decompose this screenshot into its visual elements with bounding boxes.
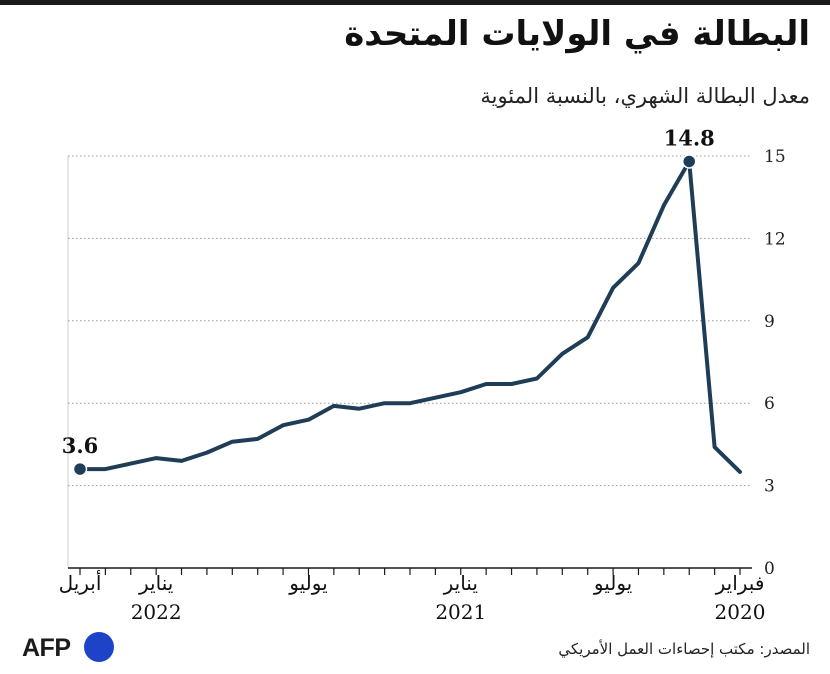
y-tick-label: 15 <box>764 147 786 167</box>
x-tick-label: فبراير <box>715 571 765 595</box>
chart-subtitle: معدل البطالة الشهري، بالنسبة المئوية <box>480 84 810 108</box>
x-tick-year-label: 2021 <box>435 600 486 624</box>
x-tick-label: يوليو <box>288 571 327 595</box>
y-tick-label: 9 <box>764 312 775 332</box>
unemployment-series-line <box>78 159 742 474</box>
data-label: 3.6 <box>62 433 99 458</box>
line-chart: 0 3 6 9 12 15 فبراير 2020 يوليو يناير 2021 يوليو ينا… <box>59 125 786 624</box>
chart-title: البطالة في الولايات المتحدة <box>344 14 810 54</box>
top-rule <box>0 0 830 5</box>
x-tick-label: يناير <box>138 571 173 595</box>
x-tick-label: يناير <box>443 571 478 595</box>
x-tick-label: يوليو <box>593 571 632 595</box>
x-tick-year-label: 2022 <box>131 600 182 624</box>
y-tick-label: 3 <box>764 477 775 497</box>
x-tick-label: أبريل <box>59 570 102 595</box>
y-tick-label: 6 <box>764 394 775 414</box>
annotated-point <box>72 461 88 477</box>
annotated-point <box>681 154 697 169</box>
data-label: 14.8 <box>664 125 715 150</box>
x-tick-year-label: 2020 <box>715 600 766 624</box>
source-note: المصدر: مكتب إحصاءات العمل الأمريكي <box>558 640 810 658</box>
y-tick-label: 12 <box>764 229 786 249</box>
afp-logo-text: AFP <box>22 634 71 662</box>
y-tick-label: 0 <box>764 559 775 579</box>
afp-logo-dot <box>84 632 114 662</box>
